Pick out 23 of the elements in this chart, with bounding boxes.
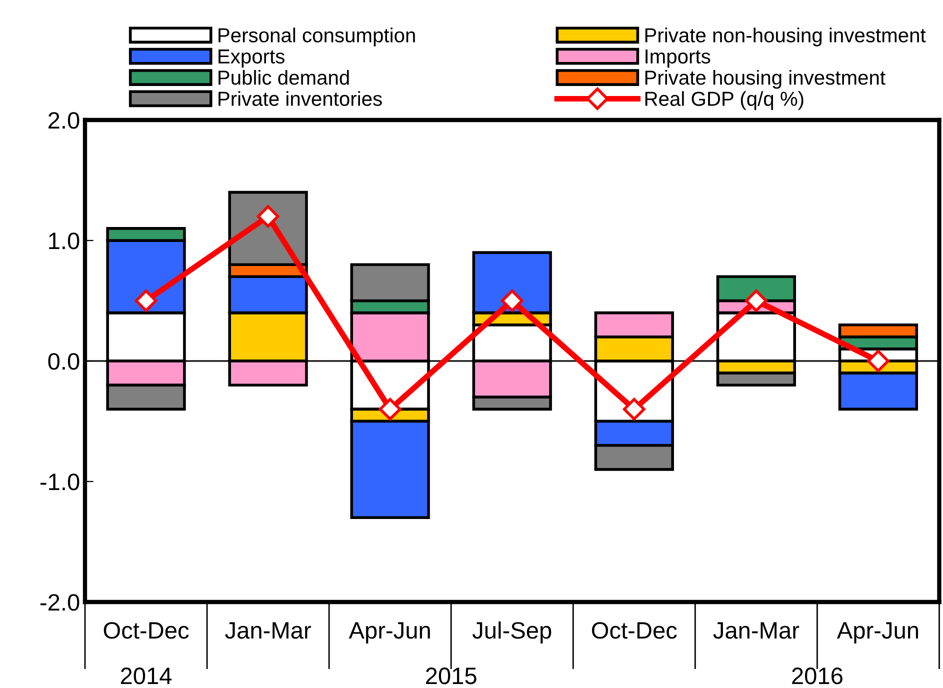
legend-label: Imports bbox=[646, 50, 710, 68]
y-tick-label: 0.0 bbox=[48, 353, 80, 370]
x-tick-label: Apr-Jun bbox=[836, 622, 918, 644]
x-tick-label: Apr-Jun bbox=[348, 622, 430, 644]
text: 2016 bbox=[792, 668, 842, 684]
legend-label: Exports bbox=[218, 50, 284, 68]
legend-label: Personal consumption bbox=[218, 28, 415, 46]
x-tick-label: Oct-Dec bbox=[104, 622, 189, 639]
x-tick-label: Jul-Sep bbox=[472, 621, 552, 644]
text: 2014 bbox=[120, 668, 172, 684]
y-tick-label: -1.0 bbox=[40, 474, 80, 490]
text: 2015 bbox=[426, 668, 476, 684]
legend-label: Private inventories bbox=[218, 91, 382, 106]
x-tick-label: Jan-Mar bbox=[713, 622, 800, 639]
legend-label: Public demand bbox=[218, 70, 349, 85]
y-tick-label: 1.0 bbox=[49, 232, 80, 250]
legend-label: Private non-housing investment bbox=[645, 28, 926, 46]
legend-label: Real GDP (q/q %) bbox=[645, 91, 804, 110]
legend-label: Private housing investment bbox=[645, 70, 886, 89]
y-tick-label: -2.0 bbox=[40, 594, 80, 611]
x-tick-label: Oct-Dec bbox=[592, 622, 677, 639]
y-tick-label: 2.0 bbox=[48, 112, 80, 129]
x-tick-label: Jan-Mar bbox=[225, 622, 311, 639]
